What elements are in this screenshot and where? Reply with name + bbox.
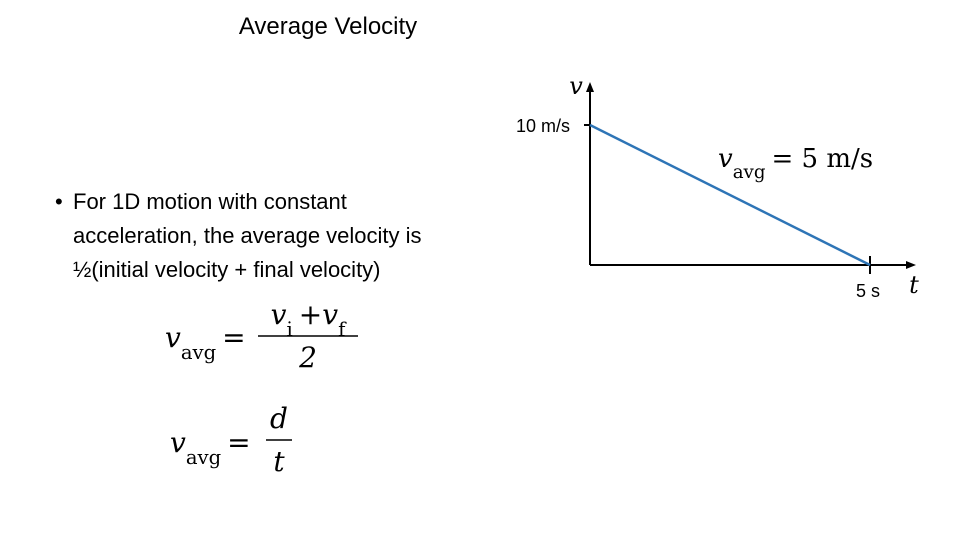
math-token: = — [222, 321, 245, 354]
annotation: vavg = 5 m/s — [718, 144, 873, 183]
bullet-line: ½(initial velocity + final velocity) — [73, 257, 381, 282]
y-tick-label: 10 m/s — [516, 116, 570, 136]
denominator: 2 — [298, 341, 317, 374]
x-arrow — [906, 261, 916, 269]
math-token: v — [271, 298, 287, 331]
y-arrow — [586, 82, 594, 92]
equation-lhs: vavg = — [170, 426, 251, 469]
subscript: f — [338, 318, 347, 341]
math-token: v — [170, 426, 186, 459]
bullet-dot: • — [55, 189, 63, 214]
math-token: d — [270, 402, 288, 435]
numerator: vi +vf — [271, 298, 347, 341]
subscript: avg — [733, 162, 766, 183]
math-token: = 5 m/s — [771, 144, 873, 174]
subscript: i — [286, 318, 292, 341]
bullet-line: acceleration, the average velocity is — [73, 223, 422, 248]
math-token: + — [299, 298, 322, 331]
math-token: v — [718, 144, 733, 174]
math-token: v — [165, 321, 181, 354]
x-tick-label: 5 s — [856, 281, 880, 301]
denominator: t — [273, 445, 285, 478]
y-axis-label: v — [569, 72, 583, 100]
math-token: v — [322, 298, 338, 331]
subscript: avg — [186, 446, 221, 469]
numerator: d — [270, 402, 288, 435]
x-axis-label: t — [909, 271, 919, 299]
subscript: avg — [181, 341, 216, 364]
math-token: = — [227, 426, 250, 459]
velocity-line — [589, 123, 871, 267]
equation-lhs: vavg = — [165, 321, 246, 364]
slide-title: Average Velocity — [239, 13, 417, 40]
bullet-line: For 1D motion with constant — [73, 189, 347, 214]
